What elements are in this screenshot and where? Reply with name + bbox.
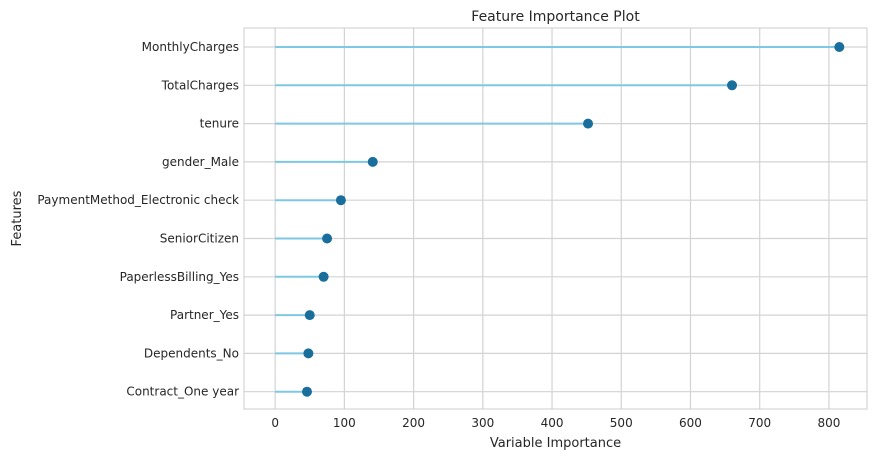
y-tick-label: Contract_One year [126, 385, 239, 399]
x-tick-label: 800 [817, 416, 840, 430]
x-tick-label: 700 [748, 416, 771, 430]
x-tick-label: 300 [471, 416, 494, 430]
importance-marker [727, 80, 738, 91]
marks-layer [275, 42, 845, 397]
importance-marker [303, 348, 314, 359]
y-tick-label: MonthlyCharges [142, 40, 239, 54]
labels-layer: 0 100 200 300 400 500 600 700 800 MonthlyCharges T… [37, 40, 840, 430]
y-axis-title: Features [10, 190, 25, 246]
plot-frame [243, 27, 868, 410]
y-tick-label: gender_Male [162, 155, 239, 169]
x-tick-label: 0 [271, 416, 279, 430]
y-tick-label: TotalCharges [161, 78, 239, 92]
importance-marker [335, 195, 346, 206]
y-tick-label: PaperlessBilling_Yes [120, 270, 239, 284]
importance-marker [304, 310, 315, 321]
importance-marker [318, 271, 329, 282]
y-tick-label: Dependents_No [144, 346, 239, 360]
x-tick-label: 600 [679, 416, 702, 430]
x-tick-label: 200 [402, 416, 425, 430]
x-axis-title: Variable Importance [490, 436, 621, 451]
x-tick-label: 500 [610, 416, 633, 430]
importance-marker [301, 386, 312, 397]
y-tick-label: SeniorCitizen [160, 232, 239, 246]
x-tick-label: 100 [333, 416, 356, 430]
y-tick-label: PaymentMethod_Electronic check [37, 193, 239, 207]
importance-marker [322, 233, 333, 244]
importance-marker [834, 42, 845, 52]
y-tick-label: Partner_Yes [170, 308, 239, 322]
x-tick-label: 400 [541, 416, 564, 430]
importance-marker [583, 118, 594, 129]
chart-title: Feature Importance Plot [471, 9, 640, 25]
importance-marker [367, 156, 378, 167]
y-tick-label: tenure [200, 117, 239, 131]
